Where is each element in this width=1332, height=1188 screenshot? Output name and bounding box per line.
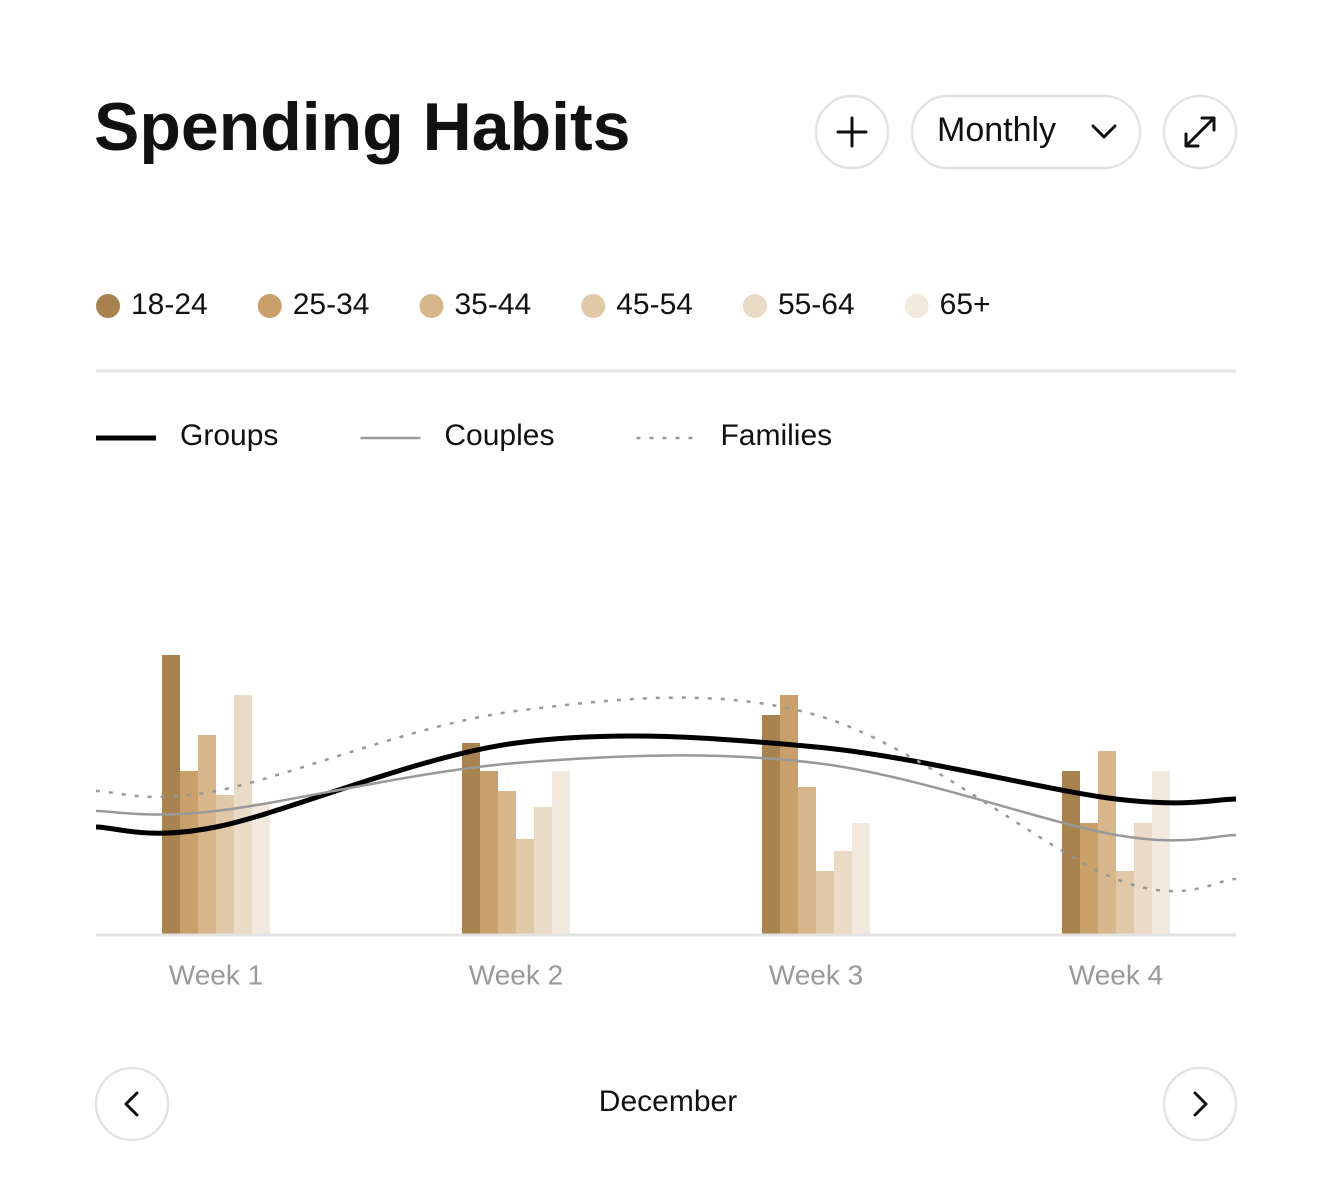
legend-label: 65+ — [940, 288, 991, 321]
bar — [1098, 751, 1116, 935]
bar — [216, 795, 234, 935]
trend-line — [95, 733, 1237, 836]
bar — [252, 803, 270, 935]
bar — [498, 791, 516, 935]
month-label: December — [599, 1085, 737, 1118]
bar — [234, 695, 252, 935]
x-tick-label: Week 2 — [469, 959, 563, 990]
bar — [1116, 871, 1134, 935]
expand-button[interactable] — [1162, 94, 1238, 170]
legend-label: 18-24 — [131, 288, 208, 321]
plot: Week 1 Week 2 Week 3 Week 4 — [95, 655, 1237, 990]
bar — [780, 695, 798, 935]
period-label: Monthly — [937, 111, 1056, 149]
bar — [1080, 823, 1098, 935]
legend-dot — [96, 294, 120, 318]
bar — [798, 787, 816, 935]
bar — [1152, 771, 1170, 935]
next-button[interactable] — [1162, 1066, 1238, 1142]
bar — [162, 655, 180, 935]
bar — [198, 735, 216, 935]
trend-line — [95, 696, 1237, 893]
legend-label: 25-34 — [293, 288, 370, 321]
period-select[interactable]: Monthly — [910, 94, 1142, 170]
legend-dot — [904, 294, 929, 318]
legend-label: Couples — [444, 419, 554, 452]
trend-line — [95, 754, 1237, 842]
line-legend: Groups Couples Families — [96, 419, 832, 452]
legend-dot — [419, 294, 444, 318]
prev-button[interactable] — [94, 1066, 170, 1142]
legend-label: Families — [720, 419, 832, 452]
bar — [1062, 771, 1080, 935]
bar — [462, 743, 480, 935]
bar — [480, 771, 498, 935]
legend-label: 35-44 — [454, 288, 531, 321]
x-tick-label: Week 4 — [1069, 959, 1163, 990]
legend-label: 55-64 — [778, 288, 855, 321]
bar — [534, 807, 552, 935]
bar — [1134, 823, 1152, 935]
add-button[interactable] — [814, 94, 890, 170]
bar — [834, 851, 852, 935]
legend-dot — [257, 294, 282, 318]
bar — [552, 771, 570, 935]
legend-dot — [581, 294, 606, 318]
x-tick-label: Week 3 — [769, 959, 863, 990]
bar — [762, 715, 780, 935]
bar — [816, 871, 834, 935]
bar — [516, 839, 534, 935]
legend-label: 45-54 — [616, 288, 693, 321]
legend-label: Groups — [180, 419, 278, 452]
x-tick-label: Week 1 — [169, 959, 263, 990]
bar — [852, 823, 870, 935]
title: Spending Habits — [94, 89, 630, 165]
legend-dot — [742, 294, 767, 318]
bar-legend: 18-24 25-34 35-44 45-54 55-64 65+ — [96, 288, 991, 321]
